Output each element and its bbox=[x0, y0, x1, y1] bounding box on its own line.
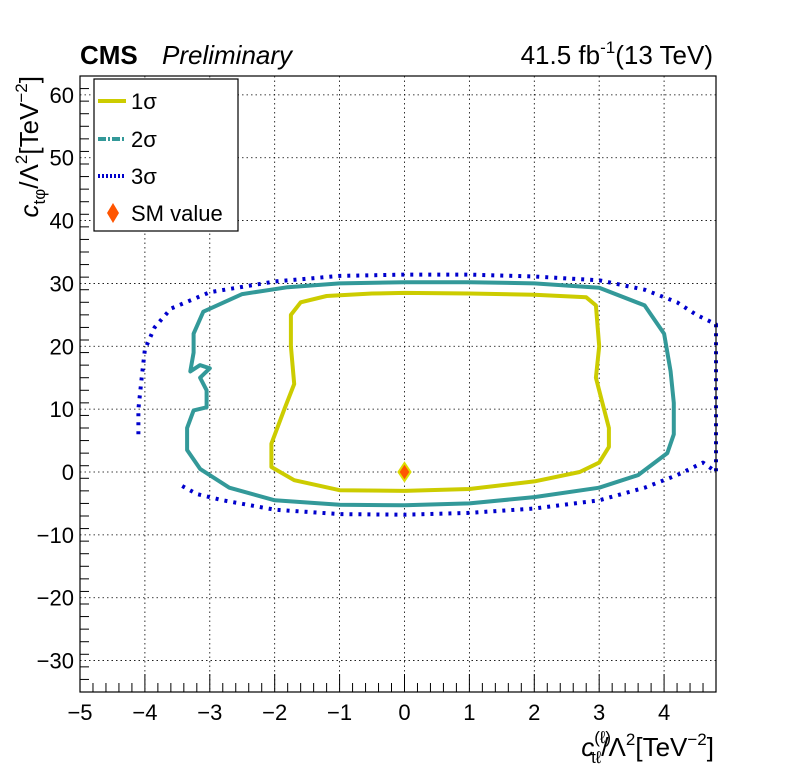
y-tick-label: 20 bbox=[50, 334, 74, 359]
lumi-label: 41.5 fb-1(13 TeV) bbox=[521, 38, 713, 70]
contour-2sigma bbox=[185, 280, 676, 508]
legend-sm-marker bbox=[107, 203, 119, 223]
lumi-value: 41.5 fb bbox=[521, 40, 601, 70]
y-axis-title: ctφ/Λ2[TeV−2] bbox=[12, 76, 49, 217]
y-tick-label: 30 bbox=[50, 271, 74, 296]
x-tick-label: −3 bbox=[197, 700, 222, 725]
x-tick-label: 1 bbox=[463, 700, 475, 725]
plot-frame bbox=[79, 75, 717, 693]
legend-3sigma-label: 3σ bbox=[131, 164, 157, 189]
x-tick-label: −5 bbox=[67, 700, 92, 725]
x-tick-label: 0 bbox=[398, 700, 410, 725]
legend-sm-label: SM value bbox=[131, 201, 223, 226]
x-tick-label: 4 bbox=[658, 700, 670, 725]
plot-frame-rect bbox=[79, 75, 717, 693]
lumi-exponent: -1 bbox=[600, 38, 615, 57]
x-tick-label: −1 bbox=[327, 700, 352, 725]
x-tick-label: 3 bbox=[593, 700, 605, 725]
y-tick-label: 40 bbox=[50, 209, 74, 234]
contour-1sigma bbox=[269, 290, 611, 493]
axis-ticks bbox=[79, 75, 717, 693]
legend-2sigma-label: 2σ bbox=[131, 127, 157, 152]
x-tick-label: −2 bbox=[262, 700, 287, 725]
x-tick-label: 2 bbox=[528, 700, 540, 725]
y-tick-label: 10 bbox=[50, 397, 74, 422]
y-tick-label: −30 bbox=[37, 649, 74, 674]
y-tick-label: 60 bbox=[50, 83, 74, 108]
sm-point-marker bbox=[397, 461, 412, 483]
y-tick-label: −20 bbox=[37, 586, 74, 611]
y-tick-label: −10 bbox=[37, 523, 74, 548]
legend-1sigma-label: 1σ bbox=[131, 89, 157, 114]
y-tick-label: 50 bbox=[50, 146, 74, 171]
contour-3sigma bbox=[136, 272, 718, 517]
status-label: Preliminary bbox=[162, 40, 294, 70]
energy-value: (13 TeV) bbox=[615, 40, 713, 70]
experiment-label: CMS bbox=[80, 40, 138, 70]
contours bbox=[136, 272, 718, 517]
legend: 1σ 2σ 3σ SM value bbox=[93, 78, 239, 232]
x-tick-label: −4 bbox=[132, 700, 157, 725]
x-axis-title: c(ℓ) tℓ/Λ2[TeV−2] bbox=[581, 728, 714, 767]
y-tick-label: 0 bbox=[62, 460, 74, 485]
